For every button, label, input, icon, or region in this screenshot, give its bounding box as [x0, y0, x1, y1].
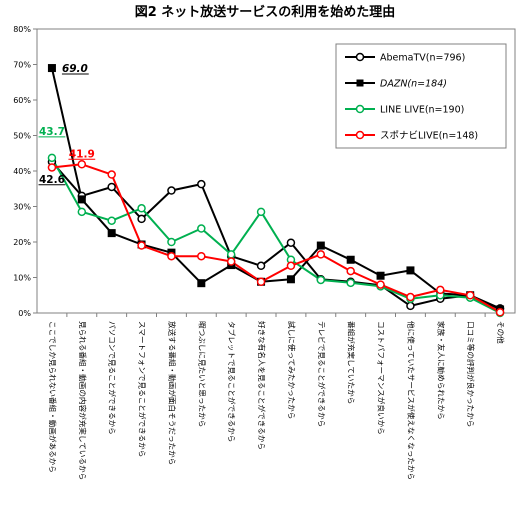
data-point [406, 292, 415, 302]
data-point [346, 278, 355, 288]
legend: AbemaTV(n=796) DAZN(n=184) LINE LIVE(n=190… [335, 43, 507, 149]
data-point [77, 195, 86, 204]
legend-swatch-marker [355, 104, 365, 114]
legend-swatch-marker [355, 52, 365, 62]
legend-label: スポナビLIVE(n=148) [380, 131, 478, 142]
data-point [346, 266, 355, 276]
y-tick-label: 20% [13, 238, 31, 247]
y-tick-label: 60% [13, 96, 31, 105]
x-tick-label: 放送する番組・動画が面白そうだったから [167, 321, 177, 465]
data-label: 41.9 [69, 148, 95, 160]
data-labels: 69.0 43.7 41.9 42.6 [38, 63, 96, 186]
data-point [316, 250, 326, 259]
x-tick-label: タブレットで見ることができるから [227, 321, 237, 442]
data-point [316, 275, 326, 285]
data-point [77, 207, 87, 217]
legend-swatch-marker [356, 79, 364, 87]
x-tick-label: 他に使っていたサービスが使えなくなったから [406, 321, 416, 480]
data-point [406, 266, 415, 275]
data-point [197, 179, 206, 189]
x-tick-label: その他 [496, 321, 506, 344]
data-point [167, 251, 176, 261]
x-tick-label: コストパフォーマンスが良いから [377, 321, 387, 435]
data-point [286, 275, 295, 284]
series-line [51, 161, 501, 310]
x-tick-label: ここでしか見られない番組・動画があるから [48, 321, 58, 473]
data-point [137, 241, 146, 250]
data-point [256, 261, 266, 271]
data-label: 42.6 [39, 174, 65, 186]
legend-label: DAZN(n=184) [380, 79, 447, 90]
data-point [107, 229, 116, 238]
x-tick-label: パソコンで見ることができるから [108, 321, 118, 435]
series-lines [50, 67, 501, 314]
legend-swatch-marker [355, 130, 365, 140]
data-label: 69.0 [62, 63, 88, 75]
series-line [51, 163, 501, 314]
data-point [226, 250, 236, 259]
data-point [376, 271, 385, 280]
data-point [197, 251, 206, 261]
y-tick-label: 50% [13, 132, 31, 141]
data-point [376, 280, 385, 289]
data-point [316, 241, 325, 250]
data-point [256, 207, 266, 217]
legend-label: LINE LIVE(n=190) [380, 105, 464, 116]
x-tick-label: 暇つぶしに見たいと思ったから [197, 321, 206, 427]
data-point [47, 64, 56, 73]
data-point [495, 308, 505, 317]
axes: 0% 10% 20% 30% 40% 50% 60% 70% 80% ここでしか見られない番組・動… [13, 25, 516, 480]
data-point [107, 182, 116, 192]
y-tick-label: 40% [13, 167, 31, 176]
data-point [256, 277, 266, 287]
data-point [47, 153, 57, 163]
data-label: 43.7 [39, 126, 65, 138]
x-tick-label: テレビで見ることができるから [317, 321, 327, 427]
data-point [77, 160, 87, 169]
y-tick-label: 70% [13, 61, 31, 70]
data-point [197, 224, 206, 233]
data-point [226, 257, 236, 266]
data-point [137, 204, 146, 213]
data-point [137, 214, 146, 224]
series-line [50, 67, 501, 311]
data-point [286, 238, 296, 247]
y-tick-label: 30% [13, 203, 31, 212]
data-point [465, 291, 475, 300]
data-point [167, 186, 176, 195]
x-tick-label: スマートフォンで見ることができるから [138, 321, 148, 457]
y-tick-label: 80% [13, 25, 31, 34]
data-point [107, 170, 116, 179]
y-tick-label: 10% [13, 274, 31, 283]
y-tick-label: 0% [18, 309, 31, 318]
data-point [286, 261, 296, 271]
data-point [167, 237, 176, 247]
x-tick-label: 家族・友人に勧められたから [436, 321, 446, 420]
series-line [51, 157, 501, 314]
data-point [406, 301, 415, 311]
data-point [436, 285, 445, 295]
data-point [107, 216, 116, 225]
legend-box [335, 43, 507, 149]
x-tick-label: 口コミ等の評判が良かったから [466, 321, 476, 427]
data-point [47, 163, 57, 172]
series-markers [47, 64, 505, 318]
data-point [197, 279, 206, 288]
x-tick-label: 番組が充実していたから [347, 321, 357, 404]
x-tick-label: 見られる番組・動画の内容が充実しているから [78, 321, 88, 480]
legend-label: AbemaTV(n=796) [380, 53, 465, 64]
x-tick-label: 試しに使ってみたかったから [287, 321, 297, 419]
chart-title: 図2 ネット放送サービスの利用を始めた理由 [135, 4, 396, 20]
data-point [346, 255, 355, 264]
x-tick-label: 好きな有名人を見ることができるから [257, 321, 267, 450]
